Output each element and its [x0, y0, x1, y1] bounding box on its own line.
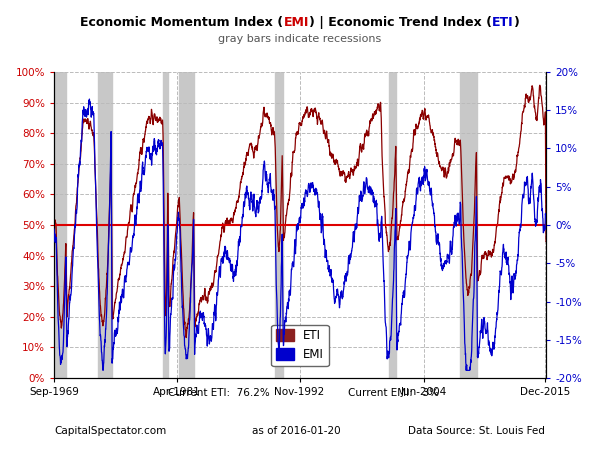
ETI — [240, 169, 247, 174]
Text: as of 2016-01-20: as of 2016-01-20 — [252, 427, 341, 436]
Text: CapitalSpectator.com: CapitalSpectator.com — [54, 427, 166, 436]
Line: ETI: ETI — [54, 85, 546, 338]
Bar — [389, 72, 396, 378]
EMI — [86, 96, 93, 102]
Bar — [98, 72, 112, 378]
Text: EMI: EMI — [284, 16, 309, 29]
ETI — [488, 252, 495, 257]
Text: Data Source: St. Louis Fed: Data Source: St. Louis Fed — [408, 427, 545, 436]
ETI — [454, 142, 461, 148]
Text: ) | Economic Trend Index (: ) | Economic Trend Index ( — [309, 16, 492, 29]
Text: Economic Momentum Index (: Economic Momentum Index ( — [80, 16, 284, 29]
Bar — [54, 72, 67, 378]
Bar — [275, 72, 283, 378]
ETI — [542, 238, 550, 244]
EMI — [50, 226, 58, 232]
Bar — [179, 72, 194, 378]
Text: gray bars indicate recessions: gray bars indicate recessions — [218, 34, 382, 44]
Text: ): ) — [514, 16, 520, 29]
EMI — [454, 210, 461, 216]
Bar — [163, 72, 169, 378]
EMI — [542, 212, 550, 217]
EMI — [488, 352, 495, 357]
EMI — [422, 167, 430, 172]
ETI — [50, 297, 58, 303]
ETI — [536, 82, 544, 88]
ETI — [256, 133, 263, 138]
ETI — [422, 117, 430, 123]
ETI — [427, 127, 434, 132]
EMI — [240, 202, 247, 207]
ETI — [182, 335, 190, 340]
Bar — [460, 72, 477, 378]
EMI — [256, 201, 263, 206]
EMI — [99, 368, 106, 373]
Text: Current EMI:   3%: Current EMI: 3% — [348, 388, 439, 398]
Text: Current ETI:  76.2%: Current ETI: 76.2% — [168, 388, 270, 398]
Legend: ETI, EMI: ETI, EMI — [271, 324, 329, 366]
EMI — [427, 187, 434, 193]
Line: EMI: EMI — [54, 99, 546, 370]
Text: ETI: ETI — [492, 16, 514, 29]
